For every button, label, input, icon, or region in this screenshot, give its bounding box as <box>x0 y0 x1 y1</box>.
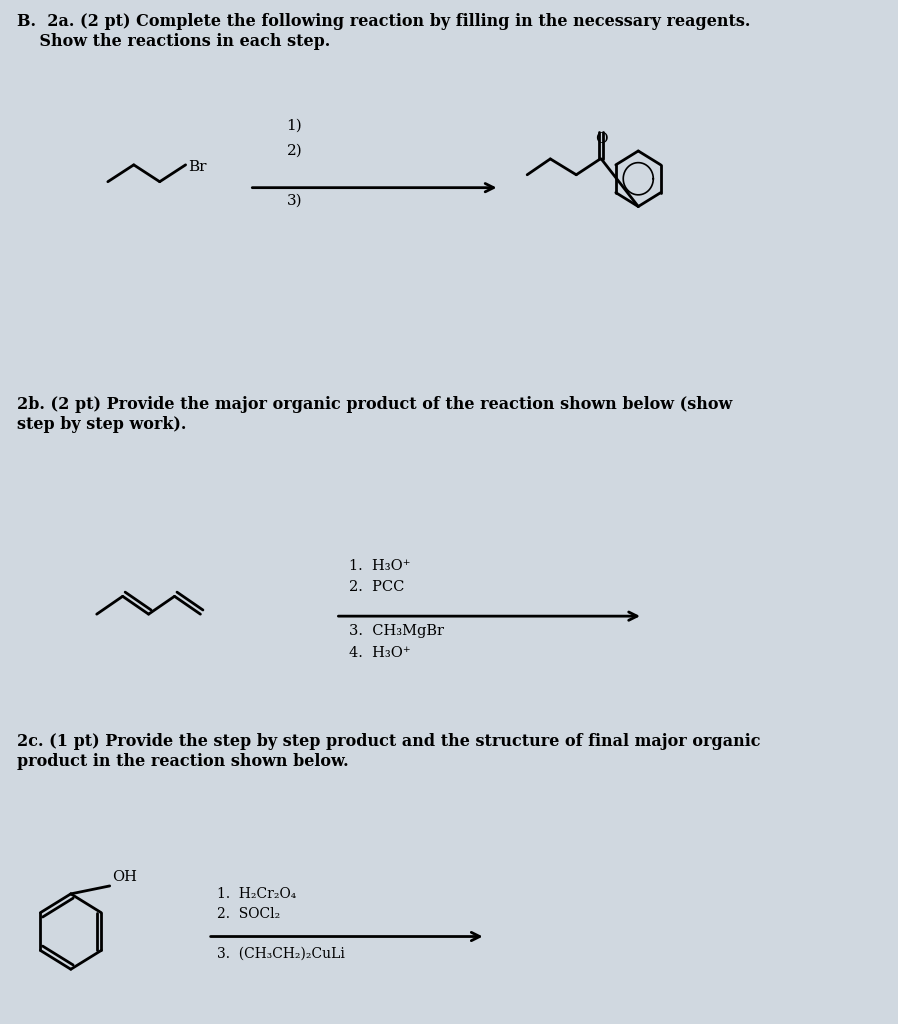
Text: 1.  H₃O⁺: 1. H₃O⁺ <box>349 558 411 572</box>
Text: 2.  PCC: 2. PCC <box>349 581 405 594</box>
Text: 3.  (CH₃CH₂)₂CuLi: 3. (CH₃CH₂)₂CuLi <box>217 946 345 961</box>
Text: 2c. (1 pt) Provide the step by step product and the structure of final major org: 2c. (1 pt) Provide the step by step prod… <box>17 733 761 770</box>
Text: B.  2a. (2 pt) Complete the following reaction by filling in the necessary reage: B. 2a. (2 pt) Complete the following rea… <box>17 13 751 50</box>
Text: 1): 1) <box>286 119 303 133</box>
Text: 1.  H₂Cr₂O₄: 1. H₂Cr₂O₄ <box>217 887 296 901</box>
Text: Br: Br <box>189 160 207 174</box>
Text: 3.  CH₃MgBr: 3. CH₃MgBr <box>349 624 445 638</box>
Text: 2b. (2 pt) Provide the major organic product of the reaction shown below (show
s: 2b. (2 pt) Provide the major organic pro… <box>17 396 733 432</box>
Text: O: O <box>594 132 608 146</box>
Text: 3): 3) <box>286 194 302 208</box>
Text: 2.  SOCl₂: 2. SOCl₂ <box>217 906 280 921</box>
Text: 2): 2) <box>286 144 303 158</box>
Text: OH: OH <box>112 870 137 884</box>
Text: 4.  H₃O⁺: 4. H₃O⁺ <box>349 646 411 659</box>
